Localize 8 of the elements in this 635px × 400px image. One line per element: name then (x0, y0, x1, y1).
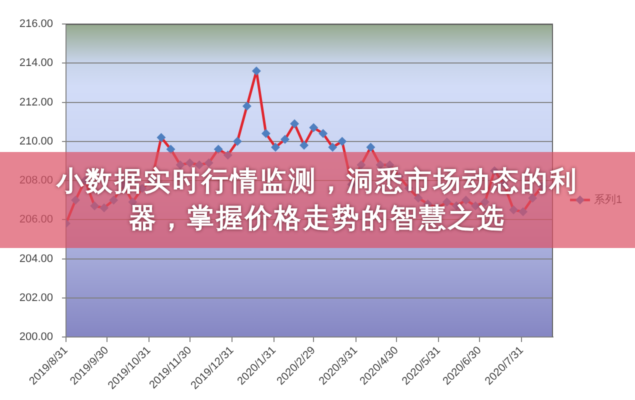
y-tick-label: 200.00 (19, 331, 53, 344)
y-tick-label: 202.00 (19, 292, 53, 304)
y-tick-label: 210.00 (19, 135, 53, 148)
y-tick-label: 204.00 (19, 252, 53, 265)
y-tick-label: 216.00 (19, 18, 53, 30)
text: 小数据实时行情监测，洞悉市场动态的利器，掌握价格走势的智慧之选 (55, 165, 580, 236)
y-tick-label: 212.00 (19, 96, 53, 108)
y-tick-label: 214.00 (19, 57, 53, 70)
